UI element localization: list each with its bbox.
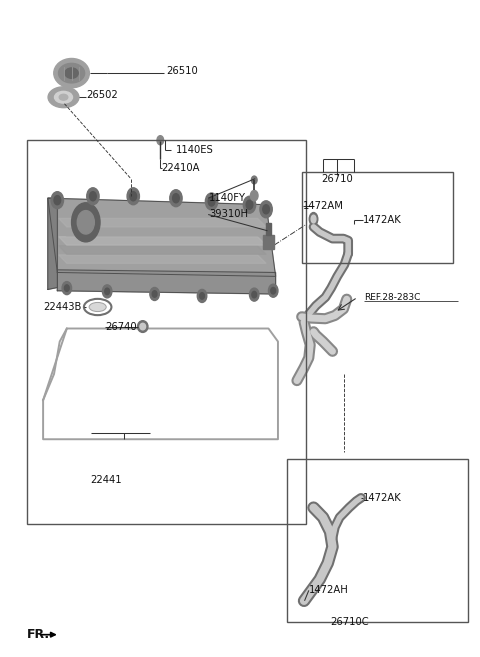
Ellipse shape	[48, 87, 79, 108]
Bar	[288, 459, 468, 622]
Ellipse shape	[89, 302, 106, 311]
Circle shape	[105, 288, 109, 294]
Circle shape	[150, 288, 159, 300]
Polygon shape	[57, 270, 276, 294]
Circle shape	[87, 188, 99, 205]
Circle shape	[90, 192, 96, 201]
Circle shape	[246, 200, 253, 210]
Polygon shape	[48, 198, 57, 290]
Text: REF.28-283C: REF.28-283C	[364, 293, 420, 302]
Circle shape	[250, 288, 259, 301]
Polygon shape	[59, 246, 266, 254]
Text: 1472AK: 1472AK	[363, 493, 402, 503]
Ellipse shape	[309, 213, 318, 225]
Ellipse shape	[137, 321, 148, 332]
Polygon shape	[59, 218, 266, 227]
Circle shape	[170, 190, 182, 207]
Text: 26740: 26740	[105, 321, 136, 332]
Ellipse shape	[55, 91, 72, 103]
Ellipse shape	[59, 95, 68, 100]
Ellipse shape	[311, 215, 316, 223]
Text: 22443B: 22443B	[43, 302, 82, 312]
Circle shape	[263, 205, 269, 214]
Text: FR.: FR.	[26, 628, 49, 641]
Circle shape	[152, 290, 157, 297]
Ellipse shape	[140, 323, 145, 330]
Circle shape	[77, 211, 95, 234]
Circle shape	[130, 192, 137, 201]
Ellipse shape	[65, 68, 78, 78]
Circle shape	[197, 290, 207, 302]
Text: 22410A: 22410A	[162, 163, 200, 173]
Polygon shape	[48, 198, 276, 277]
Circle shape	[54, 196, 60, 205]
Text: 26510: 26510	[167, 66, 198, 76]
Circle shape	[252, 176, 257, 184]
Circle shape	[243, 196, 256, 213]
Circle shape	[157, 136, 164, 145]
Text: 39310H: 39310H	[209, 210, 248, 219]
Ellipse shape	[59, 63, 84, 83]
Circle shape	[62, 282, 72, 294]
Circle shape	[102, 285, 112, 298]
Circle shape	[173, 194, 179, 203]
Circle shape	[64, 285, 69, 291]
Circle shape	[251, 191, 258, 201]
Circle shape	[252, 291, 257, 298]
Text: 26710C: 26710C	[330, 617, 369, 627]
Circle shape	[205, 193, 218, 210]
Polygon shape	[59, 227, 266, 236]
Bar	[265, 223, 271, 235]
Text: 26710: 26710	[322, 173, 353, 184]
Circle shape	[200, 292, 204, 299]
Polygon shape	[59, 237, 266, 245]
Circle shape	[208, 197, 215, 206]
Circle shape	[260, 201, 272, 217]
Bar	[26, 139, 306, 524]
Ellipse shape	[54, 58, 89, 88]
Polygon shape	[59, 255, 266, 263]
Text: 1472AM: 1472AM	[302, 201, 344, 211]
Bar	[263, 235, 274, 249]
Circle shape	[268, 284, 278, 297]
Text: 1140FY: 1140FY	[209, 193, 246, 203]
Text: 26502: 26502	[86, 90, 118, 101]
Circle shape	[51, 192, 63, 209]
Circle shape	[127, 188, 139, 205]
Bar	[301, 172, 454, 263]
Text: 22441: 22441	[91, 474, 122, 485]
Text: 1140ES: 1140ES	[176, 145, 214, 155]
Text: 1472AK: 1472AK	[363, 215, 402, 225]
Text: 1472AH: 1472AH	[309, 585, 348, 595]
Circle shape	[72, 203, 100, 242]
Circle shape	[271, 288, 276, 294]
